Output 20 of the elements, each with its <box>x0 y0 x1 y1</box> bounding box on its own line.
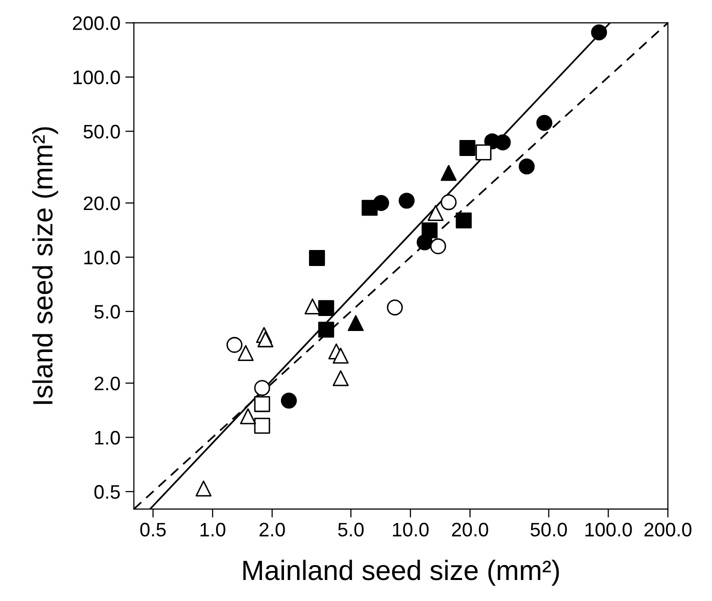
y-tick-label: 5.0 <box>94 304 120 319</box>
x-tick-label: 200.0 <box>644 522 692 537</box>
y-axis-title: Island seed size (mm²) <box>32 127 58 404</box>
x-tick-label: 20.0 <box>452 522 488 537</box>
x-tick-label: 0.5 <box>140 522 166 537</box>
x-tick-label: 10.0 <box>393 522 429 537</box>
x-tick-label: 5.0 <box>338 522 364 537</box>
y-tick-label: 200.0 <box>72 16 120 30</box>
y-tick-label: 100.0 <box>73 70 120 84</box>
x-tick-label: 2.0 <box>260 522 285 537</box>
y-tick-label: 2.0 <box>94 376 120 390</box>
y-tick-label: 0.5 <box>94 485 120 499</box>
x-tick-label: 1.0 <box>200 522 226 537</box>
x-tick-label: 50.0 <box>530 522 567 537</box>
y-tick-label: 1.0 <box>95 430 120 445</box>
y-tick-label: 10.0 <box>84 250 120 264</box>
y-tick-label: 50.0 <box>84 124 120 139</box>
x-axis-title: Mainland seed size (mm²) <box>243 560 559 586</box>
y-tick-label: 20.0 <box>84 196 120 210</box>
x-tick-label: 100.0 <box>585 522 632 537</box>
